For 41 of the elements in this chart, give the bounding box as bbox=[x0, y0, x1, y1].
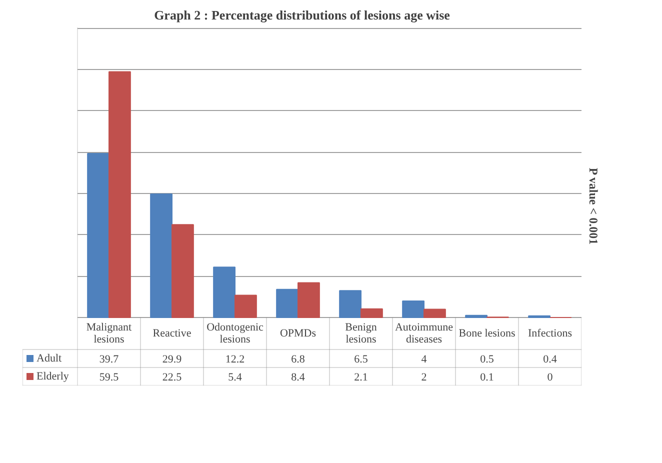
chart-title: Graph 2 : Percentage distributions of lesions age wise bbox=[154, 8, 450, 22]
bar bbox=[424, 308, 446, 318]
bar bbox=[298, 282, 320, 318]
bar bbox=[172, 224, 194, 318]
x-tick-label: Bone lesions bbox=[458, 328, 516, 340]
bar bbox=[234, 294, 257, 318]
bar bbox=[108, 71, 131, 318]
data-label: 0.1 bbox=[480, 372, 494, 384]
bar bbox=[150, 194, 172, 318]
data-label: 6.5 bbox=[354, 354, 368, 366]
x-tick-label: Malignant lesions bbox=[86, 322, 132, 346]
data-label: 29.9 bbox=[162, 354, 182, 366]
data-label: 22.5 bbox=[162, 372, 182, 384]
x-tick-label: OPMDs bbox=[280, 328, 316, 340]
data-label: 59.5 bbox=[99, 372, 120, 384]
bar bbox=[276, 288, 298, 318]
bar bbox=[465, 314, 488, 318]
data-label: 0.5 bbox=[480, 354, 494, 366]
x-tick-label: Autoimmune diseases bbox=[394, 322, 454, 346]
bar bbox=[360, 308, 383, 318]
data-label: 2 bbox=[421, 372, 427, 384]
data-label: 5.4 bbox=[228, 372, 242, 384]
data-label: 2.1 bbox=[354, 372, 368, 384]
bar bbox=[339, 290, 362, 318]
data-label: 0 bbox=[547, 372, 554, 384]
bar bbox=[213, 266, 236, 318]
bar bbox=[87, 153, 110, 318]
data-label: 12.2 bbox=[225, 354, 245, 366]
text: P value < 0.001 bbox=[586, 168, 600, 245]
bar bbox=[402, 300, 424, 318]
data-label: 8.4 bbox=[291, 372, 306, 384]
x-tick-label: Reactive bbox=[152, 328, 192, 340]
data-label: 39.7 bbox=[99, 354, 120, 366]
x-tick-label: Benign lesions bbox=[345, 322, 378, 346]
data-label: 4 bbox=[421, 354, 428, 366]
legend-label: Elderly bbox=[36, 370, 70, 382]
data-label: 0.4 bbox=[543, 354, 558, 366]
x-tick-label: Infections bbox=[528, 328, 572, 340]
x-tick-label: Odontogenic lesions bbox=[206, 322, 264, 346]
data-label: 6.8 bbox=[291, 354, 306, 366]
legend-label: Adult bbox=[36, 352, 62, 364]
